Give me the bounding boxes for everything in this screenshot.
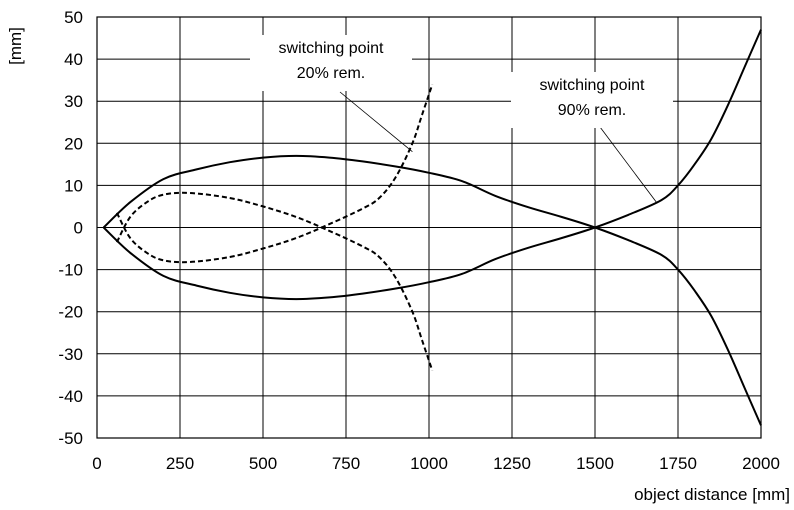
y-tick-label: 50 [64, 8, 83, 27]
x-tick-label: 500 [249, 454, 277, 473]
y-tick-label: 10 [64, 176, 83, 195]
series-line-1 [102, 154, 762, 426]
y-tick-label: -10 [58, 261, 83, 280]
y-tick-label: -50 [58, 429, 83, 448]
annotation-box [511, 72, 673, 128]
annotation-box [250, 35, 412, 91]
y-tick-label: 30 [64, 92, 83, 111]
y-tick-label: 0 [74, 219, 83, 238]
annotation-line1: switching point [279, 40, 385, 57]
annotations: switching point 20% rem. switching point 90… [250, 35, 673, 203]
annotation-line2: 20% rem. [297, 65, 365, 82]
x-tick-label: 0 [92, 454, 101, 473]
x-tick-label: 1500 [576, 454, 614, 473]
annotation-leader [339, 91, 413, 153]
annotation-line2: 90% rem. [558, 102, 626, 119]
y-tick-label: 40 [64, 50, 83, 69]
y-axis-label: [mm] [6, 27, 25, 65]
series-line-2 [102, 29, 762, 301]
series-line-4 [116, 191, 434, 371]
annotation-line1: switching point [540, 77, 646, 94]
plot-border [96, 16, 762, 439]
tick-labels: 0 250 500 750 1000 1250 1500 1750 2000 50 40 30 20 10… [58, 8, 779, 473]
plot-frame [96, 16, 762, 439]
series-line-3 [116, 84, 434, 264]
y-tick-label: -30 [58, 345, 83, 364]
y-tick-label: -20 [58, 303, 83, 322]
x-tick-label: 2000 [742, 454, 780, 473]
x-tick-label: 1750 [659, 454, 697, 473]
y-tick-label: 20 [64, 134, 83, 153]
x-tick-label: 1000 [410, 454, 448, 473]
x-axis-label: object distance [mm] [634, 485, 790, 504]
series-lines [102, 29, 762, 426]
x-tick-label: 250 [166, 454, 194, 473]
y-tick-label: -40 [58, 387, 83, 406]
x-tick-label: 1250 [493, 454, 531, 473]
annotation-leader [596, 122, 657, 203]
x-tick-label: 750 [332, 454, 360, 473]
